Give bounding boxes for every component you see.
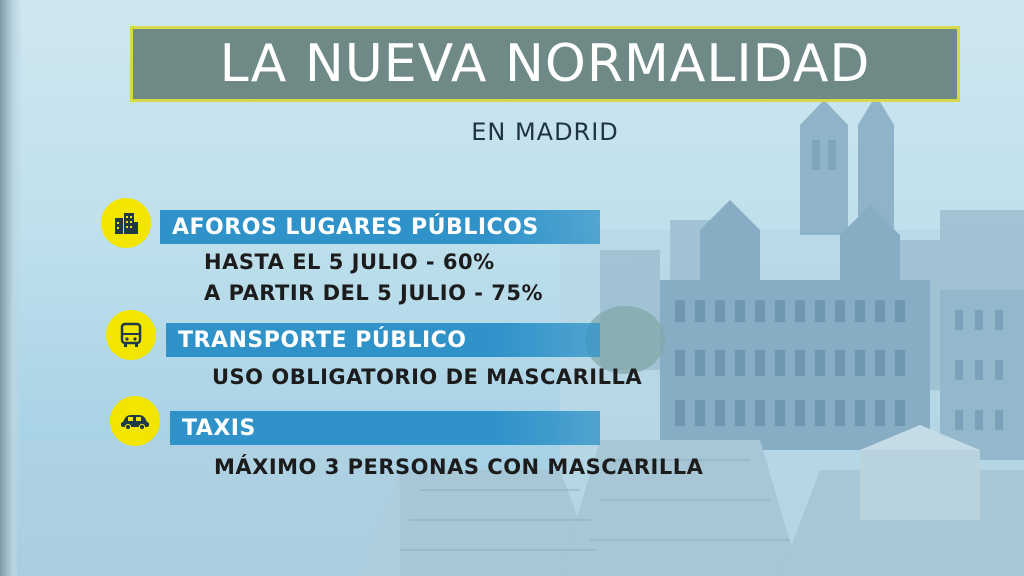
building-icon	[101, 198, 151, 248]
transporte-line-1: USO OBLIGATORIO DE MASCARILLA	[212, 365, 643, 389]
taxis-line-1: MÁXIMO 3 PERSONAS CON MASCARILLA	[214, 455, 704, 479]
aforos-line-2: A PARTIR DEL 5 JULIO - 75%	[204, 281, 544, 305]
aforos-line-1: HASTA EL 5 JULIO - 60%	[204, 250, 495, 274]
section-heading-taxis: TAXIS	[170, 411, 600, 445]
bus-icon	[106, 310, 156, 360]
section-heading-transporte: TRANSPORTE PÚBLICO	[166, 323, 600, 357]
page-subtitle: EN MADRID	[471, 118, 619, 146]
title-banner: LA NUEVA NORMALIDAD	[130, 26, 960, 102]
car-icon	[110, 396, 160, 446]
section-heading-aforos: AFOROS LUGARES PÚBLICOS	[160, 210, 600, 244]
page-title: LA NUEVA NORMALIDAD	[219, 34, 871, 94]
screen-left-edge	[0, 0, 22, 576]
